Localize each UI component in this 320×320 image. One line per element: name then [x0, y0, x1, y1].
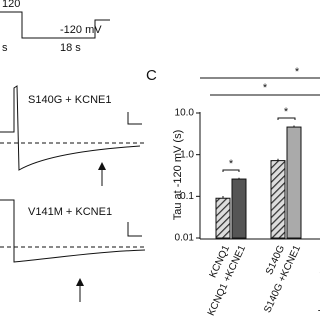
current-trace [0, 85, 141, 171]
panel-label: C [146, 67, 157, 84]
bar [270, 160, 286, 239]
bar [231, 178, 247, 239]
y-tick-label: 0.1 [180, 191, 194, 202]
protocol-label: 120 [2, 0, 20, 10]
y-axis-label: Tau at -120 mV (s) [172, 130, 184, 220]
scale-bar [127, 112, 142, 125]
scale-bar [127, 222, 142, 237]
y-tick-label: 0.01 [175, 233, 195, 244]
y-tick-label: 1.0 [180, 149, 194, 160]
protocol-trace [0, 11, 110, 39]
significance-mark: * [295, 66, 300, 78]
significance-line [222, 169, 240, 172]
significance-line [277, 117, 296, 120]
significance-mark: * [229, 158, 234, 170]
significance-mark: * [284, 106, 289, 118]
bar [215, 197, 231, 239]
y-tick-label: 10.0 [175, 108, 195, 119]
protocol-label: -120 mV [60, 24, 102, 36]
protocol-label: s [2, 42, 8, 54]
significance-mark: * [263, 82, 268, 94]
protocol-label: 18 s [60, 42, 81, 54]
trace-label: S140G + KCNE1 [28, 94, 111, 106]
bar [286, 126, 302, 239]
current-trace [0, 199, 146, 263]
trace-label: V141M + KCNE1 [28, 206, 112, 218]
